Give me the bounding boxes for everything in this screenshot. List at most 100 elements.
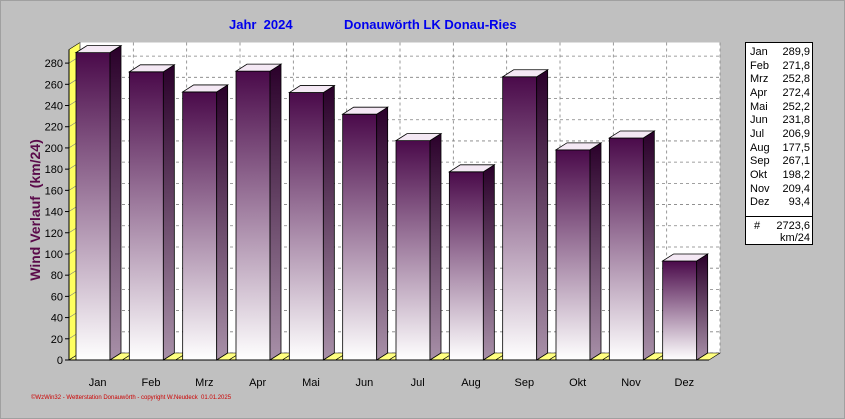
bar-side: [162, 64, 175, 361]
legend-value: 177,5: [782, 141, 810, 154]
chart-title-station: Donauwörth LK Donau-Ries: [344, 17, 517, 32]
bar-Mrz: [181, 84, 230, 361]
bar-top: [501, 69, 550, 78]
value-legend: Jan 289,9 Feb 271,8 Mrz 252,8 Apr 272,4 Mai 252,2…: [745, 42, 813, 245]
legend-month: Sep: [750, 155, 770, 168]
bar-top: [74, 45, 123, 54]
legend-value: 252,8: [782, 73, 810, 86]
legend-value: 252,2: [782, 100, 810, 113]
x-tick-label: Jun: [355, 377, 373, 389]
bar-side: [536, 69, 549, 361]
legend-row: Dez 93,4: [746, 196, 812, 210]
bar-Jul: [394, 132, 443, 361]
legend-value: 209,4: [782, 182, 810, 195]
bar-side: [216, 84, 229, 361]
y-tick-label: 0: [57, 355, 63, 367]
chart-title-year: Jahr 2024: [229, 17, 293, 32]
legend-value: 198,2: [782, 168, 810, 181]
legend-row: Feb 271,8: [746, 60, 812, 74]
x-tick-label: Jul: [411, 377, 425, 389]
bar-Mai: [287, 84, 336, 361]
bar-front: [662, 260, 698, 361]
bar-front: [75, 52, 111, 361]
bar-top: [607, 130, 656, 139]
bar-front: [448, 171, 484, 361]
bar-front: [608, 137, 644, 361]
bar-top: [127, 64, 176, 73]
x-tick-label: Apr: [249, 377, 266, 389]
y-tick-label: 160: [45, 185, 63, 197]
legend-row: Mrz 252,8: [746, 73, 812, 87]
legend-month: Feb: [750, 59, 769, 72]
legend-row: Nov 209,4: [746, 183, 812, 197]
x-tick-label: Sep: [515, 377, 535, 389]
bar-Feb: [127, 64, 176, 361]
y-tick-label: 80: [51, 270, 63, 282]
x-tick-label: Mai: [302, 377, 320, 389]
bar-top: [661, 253, 710, 262]
y-tick-label: 20: [51, 334, 63, 346]
legend-month: Mrz: [750, 73, 769, 86]
bar-Aug: [447, 164, 496, 361]
bar-top: [341, 106, 390, 115]
bar-side: [322, 84, 335, 361]
bar-top: [181, 84, 230, 93]
legend-month: Jul: [750, 127, 765, 140]
legend-month: Mai: [750, 100, 768, 113]
bar-top: [234, 63, 283, 72]
bar-front: [395, 140, 431, 361]
legend-value: 289,9: [782, 46, 810, 58]
legend-row: Apr 272,4: [746, 87, 812, 101]
y-tick-label: 260: [45, 79, 63, 91]
bar-Okt: [554, 142, 603, 361]
bar-front: [235, 70, 271, 361]
bar-front: [342, 113, 378, 361]
bar-front: [555, 149, 591, 361]
legend-separator: [746, 216, 812, 217]
bar-top: [554, 142, 603, 151]
bar-side: [429, 132, 442, 361]
bar-Jan: [74, 44, 123, 361]
legend-total-unit: km/24: [780, 232, 810, 244]
bar-Dez: [661, 253, 710, 361]
y-tick-label: 220: [45, 122, 63, 134]
bar-Apr: [234, 63, 283, 361]
y-tick-label: 60: [51, 291, 63, 303]
legend-value: 267,1: [782, 155, 810, 168]
legend-month: Aug: [750, 141, 770, 154]
y-tick-label: 140: [45, 207, 63, 219]
y-tick-label: 180: [45, 164, 63, 176]
legend-row: Jan 289,9: [746, 46, 812, 60]
bar-front: [288, 92, 324, 361]
y-tick-label: 120: [45, 228, 63, 240]
y-tick-label: 100: [45, 249, 63, 261]
bar-front: [128, 71, 164, 361]
bar-Jun: [341, 106, 390, 361]
y-tick-label: 200: [45, 143, 63, 155]
y-tick-label: 280: [45, 58, 63, 70]
legend-month: Okt: [750, 168, 768, 181]
x-tick-label: Feb: [142, 377, 161, 389]
bar-front: [182, 91, 218, 361]
legend-month: Jan: [750, 46, 768, 58]
bar-top: [287, 85, 336, 93]
bar-side: [109, 44, 122, 361]
bar-top: [394, 133, 443, 142]
y-tick-label: 40: [51, 313, 63, 325]
x-tick-label: Dez: [675, 377, 695, 389]
x-tick-label: Okt: [569, 377, 586, 389]
legend-total-mark: #: [754, 220, 761, 232]
copyright-footer: ©WzWin32 - Wetterstation Donauwörth - co…: [31, 395, 232, 401]
legend-value: 93,4: [788, 196, 810, 209]
bar-side: [696, 253, 709, 361]
legend-row: Jun 231,8: [746, 114, 812, 128]
legend-value: 206,9: [782, 127, 810, 140]
x-tick-label: Mrz: [195, 377, 213, 389]
legend-value: 272,4: [782, 86, 810, 99]
legend-value: 231,8: [782, 114, 810, 127]
legend-row: Mai 252,2: [746, 101, 812, 115]
legend-month: Jun: [750, 114, 768, 127]
legend-month: Apr: [750, 86, 768, 99]
x-tick-label: Aug: [461, 377, 481, 389]
